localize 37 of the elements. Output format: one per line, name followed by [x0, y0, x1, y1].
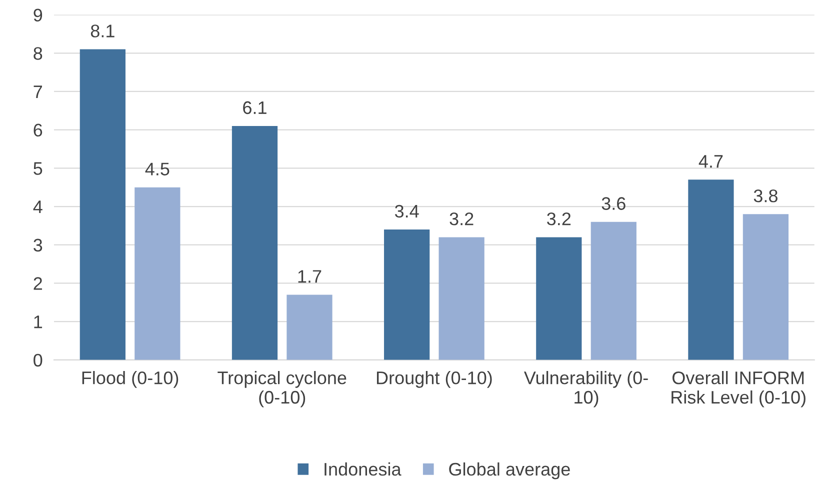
data-label: 3.2 — [450, 212, 474, 226]
y-tick-label: 1 — [34, 316, 42, 328]
x-tick-label: Vulnerability (0- 10) — [524, 371, 648, 408]
legend-label: Global average — [449, 462, 570, 480]
bar — [80, 49, 126, 360]
data-label: 3.6 — [602, 197, 626, 210]
x-tick-label: Drought (0-10) — [376, 371, 492, 388]
data-label: 3.4 — [394, 204, 419, 218]
data-label: 3.8 — [754, 189, 778, 202]
data-label: 4.5 — [145, 162, 170, 176]
y-tick-label: 9 — [34, 8, 42, 22]
y-tick-label: 5 — [34, 162, 42, 175]
legend-label: Indonesia — [324, 462, 402, 476]
y-tick-label: 0 — [34, 354, 42, 367]
data-label: 1.7 — [298, 270, 322, 283]
bar — [384, 230, 430, 360]
y-tick-label: 2 — [34, 277, 42, 290]
bar — [742, 214, 789, 360]
data-label: 3.2 — [547, 212, 571, 226]
y-tick-label: 6 — [34, 124, 42, 137]
bar — [590, 222, 636, 360]
y-tick-label: 7 — [34, 86, 42, 98]
bar — [134, 187, 180, 360]
bar — [286, 294, 332, 360]
y-tick-label: 3 — [34, 238, 42, 252]
bar — [688, 180, 734, 360]
y-tick-label: 4 — [33, 200, 42, 214]
bar — [232, 126, 278, 360]
data-label: 8.1 — [90, 24, 114, 38]
bar — [438, 237, 484, 360]
x-tick-label: Flood (0-10) — [82, 371, 178, 388]
data-label: 4.7 — [698, 155, 723, 168]
y-tick-label: 8 — [34, 47, 42, 60]
bar — [536, 237, 582, 360]
x-tick-label: Tropical cyclone (0-10) — [218, 371, 346, 408]
x-tick-label: Overall INFORM Risk Level (0-10) — [672, 371, 806, 408]
data-label: 6.1 — [243, 101, 266, 114]
